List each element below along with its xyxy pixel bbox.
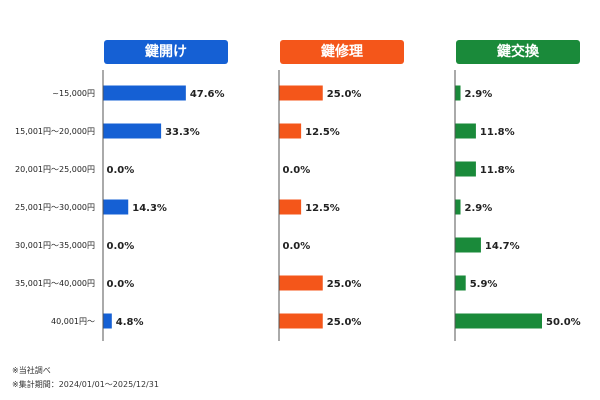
data-label: 14.7% (485, 241, 520, 252)
bar (455, 123, 476, 139)
bar (279, 123, 302, 139)
data-label: 25.0% (327, 279, 362, 290)
bar (279, 313, 323, 329)
footnote-source: ※当社調べ (12, 366, 51, 375)
bar (455, 161, 476, 177)
data-label: 25.0% (327, 317, 362, 328)
bar (103, 199, 129, 215)
category-label: ~15,000円 (52, 89, 95, 98)
data-label: 12.5% (305, 203, 340, 214)
data-label: 0.0% (283, 241, 311, 252)
data-label: 5.9% (470, 279, 498, 290)
footnote-period: ※集計期間：2024/01/01～2025/12/31 (12, 380, 159, 389)
data-label: 0.0% (107, 279, 135, 290)
category-label: 15,001円～20,000円 (15, 127, 95, 136)
bar (103, 85, 186, 101)
data-label: 14.3% (132, 203, 167, 214)
data-label: 33.3% (165, 127, 200, 138)
category-label: 30,001円～35,000円 (15, 241, 95, 250)
data-label: 12.5% (305, 127, 340, 138)
series-header-lock-opening: 鍵開け (104, 40, 228, 64)
data-label: 50.0% (546, 317, 581, 328)
bar (455, 85, 461, 101)
data-label: 2.9% (465, 203, 493, 214)
data-label: 25.0% (327, 89, 362, 100)
bar (455, 275, 466, 291)
series-header-lock-replacement: 鍵交換 (456, 40, 580, 64)
data-label: 0.0% (283, 165, 311, 176)
data-label: 0.0% (107, 165, 135, 176)
data-label: 47.6% (190, 89, 225, 100)
bar (455, 313, 542, 329)
bar (455, 237, 481, 253)
category-label: 25,001円～30,000円 (15, 203, 95, 212)
bar (279, 275, 323, 291)
data-label: 4.8% (116, 317, 144, 328)
data-label: 2.9% (465, 89, 493, 100)
footnotes: ※当社調べ ※集計期間：2024/01/01～2025/12/31 (12, 364, 159, 392)
category-label: 40,001円～ (51, 317, 95, 326)
bar (103, 123, 162, 139)
data-label: 11.8% (480, 165, 515, 176)
category-label: 20,001円～25,000円 (15, 165, 95, 174)
bar (103, 313, 112, 329)
bar (279, 85, 323, 101)
data-label: 0.0% (107, 241, 135, 252)
bar (455, 199, 461, 215)
series-header-lock-repair: 鍵修理 (280, 40, 404, 64)
bar (279, 199, 302, 215)
category-label: 35,001円～40,000円 (15, 279, 95, 288)
data-label: 11.8% (480, 127, 515, 138)
